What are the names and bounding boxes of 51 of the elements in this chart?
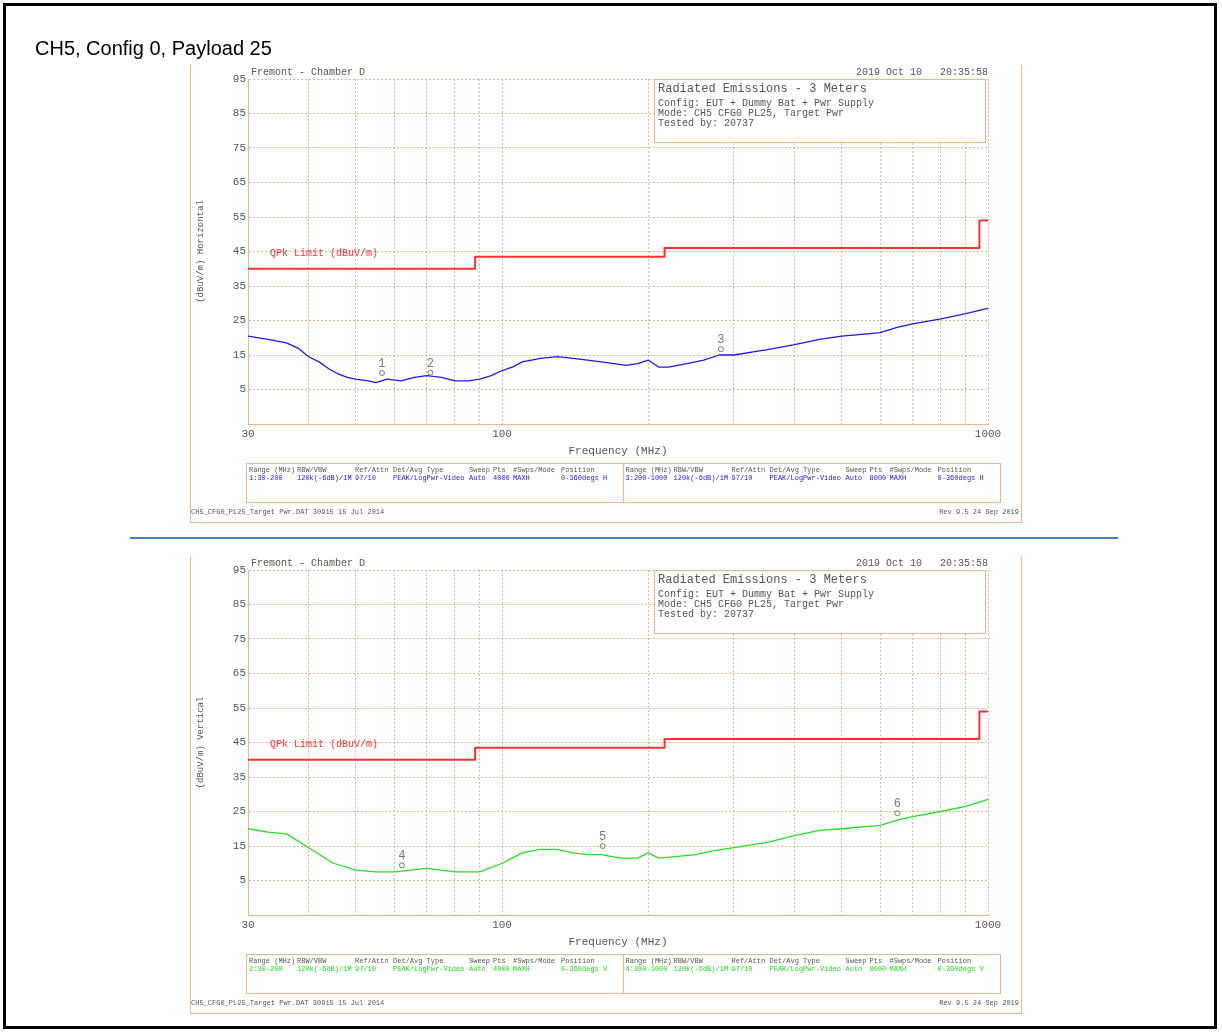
x-tick-label: 1000 [974,427,1002,440]
y-tick-label: 65 [232,667,246,680]
y-tick-label: 65 [232,176,246,189]
y-axis-title: (dBuV/m) Horizontal [195,200,206,303]
annotation: Mode: CH5 CFG0 PL25, Target Pwr [658,108,846,119]
y-tick-label: 35 [232,770,246,783]
text: 2019 Oct 10 20:35:58 [855,558,988,569]
x-tick-label: 30 [241,427,255,440]
y-tick-label: 75 [232,141,246,154]
y-tick-label: 45 [232,736,246,749]
y-tick-label: 45 [232,245,246,258]
x-tick-label: 30 [241,918,255,931]
annotation: Tested by: 20737 [658,118,755,129]
y-tick-label: 85 [232,107,246,120]
annotation: 1 [378,357,386,372]
text: Fremont - Chamber D [251,558,366,569]
x-axis-title: Frequency (MHz) [568,445,668,458]
annotation: Tested by: 20737 [658,609,755,620]
annotation: 4 [398,849,406,864]
y-tick-label: 25 [232,805,246,818]
y-tick-label: 25 [232,314,246,327]
y-tick-label: 55 [232,210,246,223]
annotation: 6 [893,797,902,812]
y-tick-label: 5 [239,874,246,887]
y-axis-title: (dBuV/m) Vertical [195,696,206,789]
y-tick-label: 15 [232,348,246,361]
annotation: Radiated Emissions - 3 Meters [658,82,868,96]
annotation: 3 [717,333,725,348]
y-tick-label: 75 [232,632,246,645]
y-tick-label: 95 [232,72,246,85]
annotation: Config: EUT + Dummy Bat + Pwr Supply [658,98,876,109]
annotation: Mode: CH5 CFG0 PL25, Target Pwr [658,599,846,610]
annotation: Radiated Emissions - 3 Meters [658,573,868,587]
y-tick-label: 15 [232,839,246,852]
series-label: QPk Limit (dBuV/m) [270,739,379,751]
x-tick-label: 100 [492,427,512,440]
annotation: 5 [598,830,607,845]
y-tick-label: 85 [232,598,246,611]
series-label: QPk Limit (dBuV/m) [270,248,379,260]
y-tick-label: 55 [232,701,246,714]
chart-title: CH5, Config 0, Payload 25 [35,37,272,60]
y-tick-label: 95 [232,563,246,576]
y-tick-label: 35 [232,279,246,292]
text: 2019 Oct 10 20:35:58 [855,67,988,78]
y-tick-label: 5 [239,383,246,396]
annotation: Config: EUT + Dummy Bat + Pwr Supply [658,589,876,600]
text: Fremont - Chamber D [251,67,366,78]
x-tick-label: 100 [492,918,512,931]
x-axis-title: Frequency (MHz) [568,936,668,949]
annotation: 2 [426,356,434,371]
x-tick-label: 1000 [974,918,1002,931]
